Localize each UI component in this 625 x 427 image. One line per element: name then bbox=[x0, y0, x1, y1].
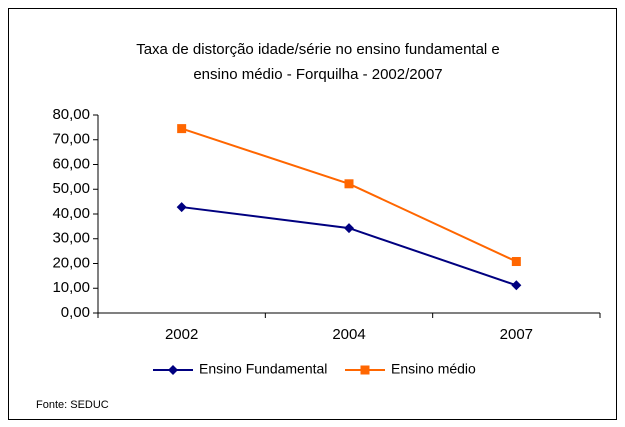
chart-title: ensino médio - Forquilha - 2002/2007 bbox=[193, 66, 442, 83]
y-tick-label: 50,00 bbox=[52, 180, 90, 197]
x-tick-label: 2002 bbox=[165, 326, 198, 343]
y-tick-label: 60,00 bbox=[52, 155, 90, 172]
y-tick-label: 70,00 bbox=[52, 131, 90, 148]
y-tick-label: 0,00 bbox=[61, 304, 90, 321]
marker bbox=[176, 202, 187, 213]
marker bbox=[168, 365, 178, 375]
x-tick-label: 2007 bbox=[500, 326, 533, 343]
y-tick-label: 40,00 bbox=[52, 205, 90, 222]
y-tick-label: 30,00 bbox=[52, 230, 90, 247]
marker bbox=[344, 179, 354, 189]
source-note: Fonte: SEDUC bbox=[36, 399, 109, 411]
marker bbox=[511, 280, 522, 291]
marker bbox=[177, 124, 187, 134]
chart-border bbox=[8, 8, 617, 420]
marker bbox=[360, 365, 370, 375]
y-tick-label: 80,00 bbox=[52, 106, 90, 123]
marker bbox=[344, 223, 354, 234]
y-tick-label: 10,00 bbox=[52, 279, 90, 296]
chart-title: Taxa de distorção idade/série no ensino … bbox=[136, 41, 500, 58]
x-tick-label: 2004 bbox=[332, 326, 365, 343]
marker bbox=[511, 257, 521, 267]
legend-label: Ensino Fundamental bbox=[199, 361, 327, 377]
y-tick-label: 20,00 bbox=[52, 254, 90, 271]
legend-label: Ensino médio bbox=[391, 361, 476, 377]
